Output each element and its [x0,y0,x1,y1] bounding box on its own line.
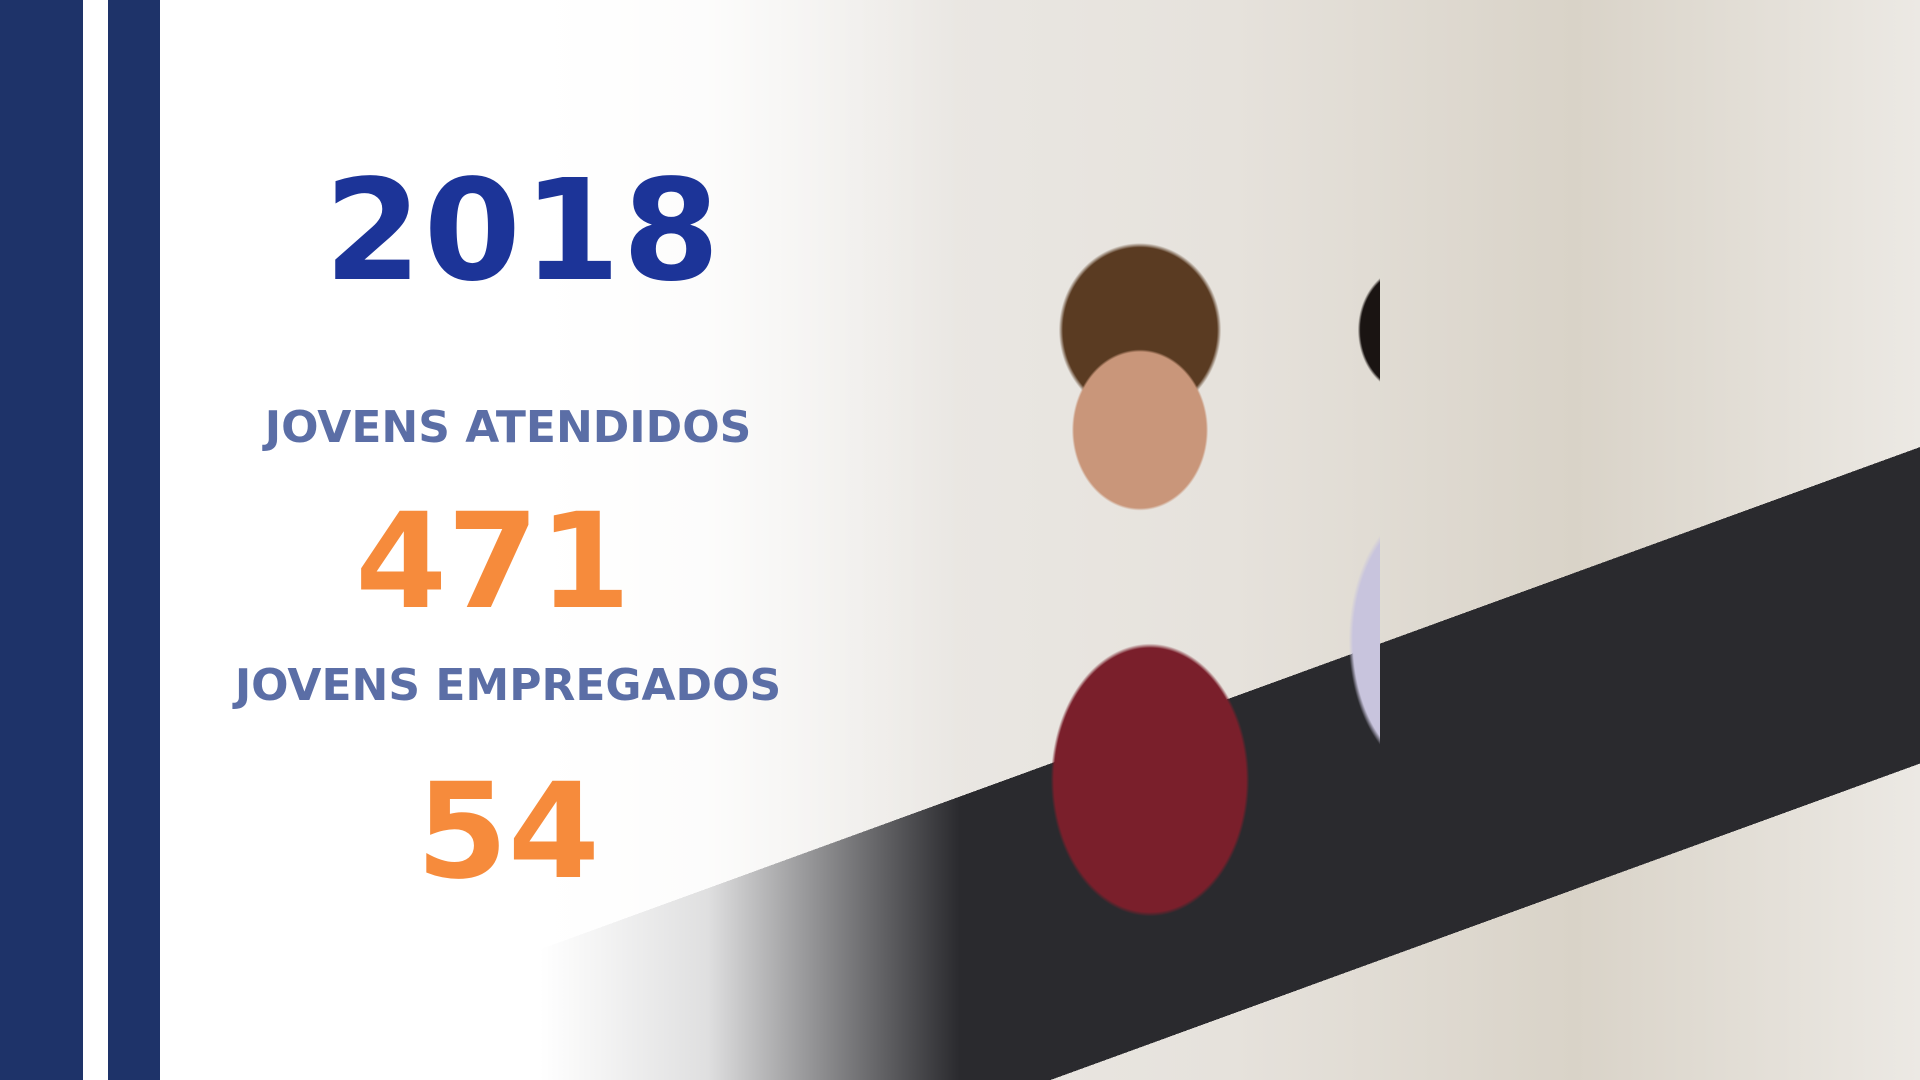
left-stripe-outer [0,0,83,1080]
stat-label-empregados: JOVENS EMPREGADOS [234,660,782,711]
stat-value-atendidos: 471 [355,485,631,639]
stat-label-atendidos: JOVENS ATENDIDOS [264,402,752,453]
left-stripe-inner [108,0,160,1080]
photo-fade [540,0,960,1080]
stat-value-empregados: 54 [416,755,600,909]
year-title: 2018 [324,150,722,313]
